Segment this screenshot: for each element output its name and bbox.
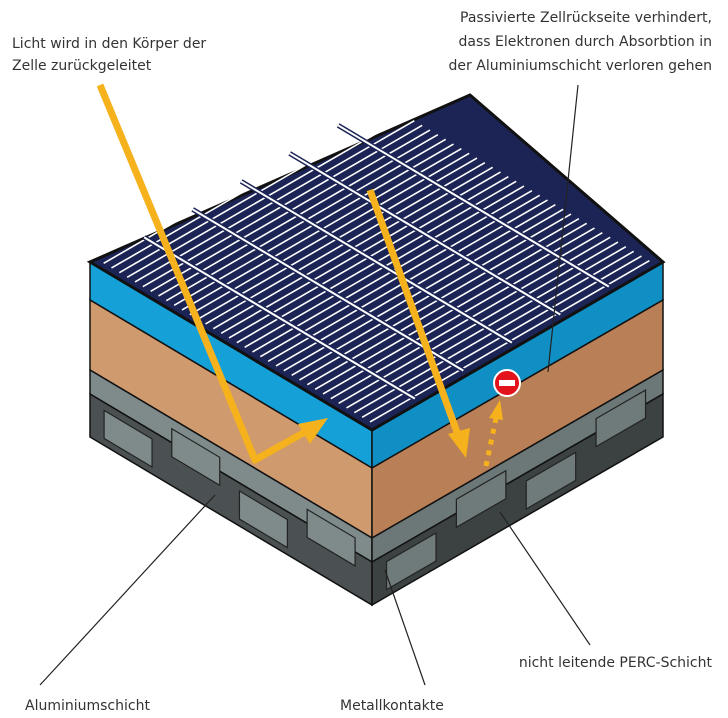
aluminium-layer [371, 392, 664, 607]
metal-contact [525, 451, 577, 510]
label: nicht leitende PERC-Schicht [519, 655, 713, 671]
arrowhead [489, 400, 503, 420]
metal-contact [238, 489, 288, 549]
solar-grid [103, 101, 650, 423]
busbar [192, 208, 464, 372]
electron-arrow [483, 417, 499, 467]
leader-line [384, 569, 426, 686]
light-arrow [366, 188, 462, 437]
label: Licht wird in den Körper der [12, 36, 206, 52]
metal-contact [171, 427, 221, 487]
label: dass Elektronen durch Absorbtion in [459, 34, 713, 50]
light-arrow [96, 83, 307, 464]
arrowhead [448, 428, 470, 458]
metal-contact [595, 389, 647, 448]
label: der Aluminiumschicht verloren gehen [449, 58, 712, 74]
minus [499, 380, 515, 386]
label: Metallkontakte [340, 698, 444, 714]
leader-line [547, 84, 579, 373]
metal-contact [103, 409, 153, 469]
busbar [289, 152, 561, 316]
label: Zelle zurückgeleitet [12, 58, 152, 74]
busbar [337, 124, 610, 288]
leader-line [39, 494, 216, 686]
label: Passivierte Zellrückseite verhindert, [460, 10, 712, 26]
metal-contact [385, 532, 437, 591]
arrows [39, 83, 591, 686]
metal-contact [306, 508, 356, 567]
arrowhead [298, 418, 328, 444]
metal-contact [455, 469, 507, 529]
busbar [240, 180, 513, 344]
busbar [143, 236, 416, 400]
cell-block [86, 93, 666, 607]
leader-line [499, 511, 591, 646]
label: Aluminiumschicht [25, 698, 150, 714]
